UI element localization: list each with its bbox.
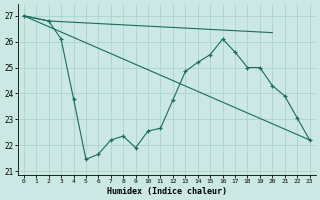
X-axis label: Humidex (Indice chaleur): Humidex (Indice chaleur): [107, 187, 227, 196]
